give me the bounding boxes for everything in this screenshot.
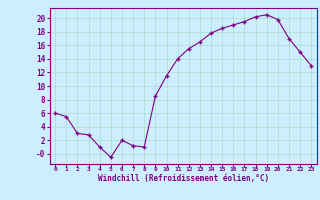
X-axis label: Windchill (Refroidissement éolien,°C): Windchill (Refroidissement éolien,°C) [98,174,269,183]
